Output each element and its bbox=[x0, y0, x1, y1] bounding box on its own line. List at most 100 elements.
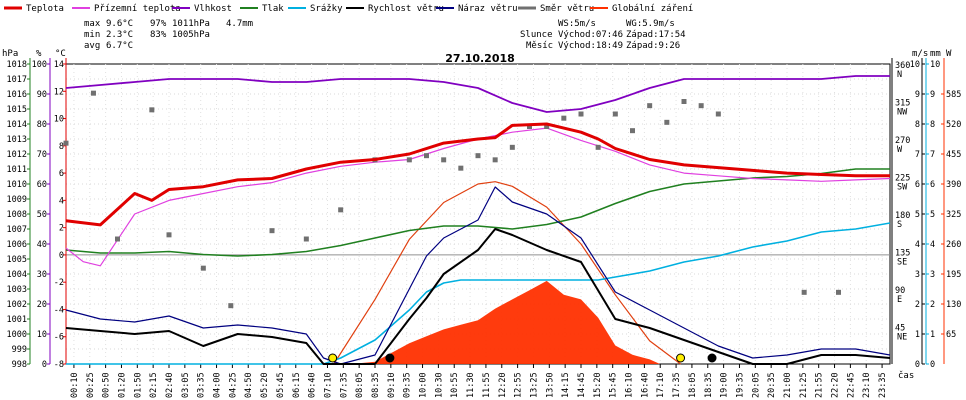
hpa-tick-label: 1016 bbox=[7, 90, 27, 100]
legend-label-tlak: Tlak bbox=[262, 4, 284, 14]
x-tick-label: 06:15 bbox=[292, 372, 302, 398]
dir-compass-label: W bbox=[897, 145, 903, 155]
sunset-marker bbox=[676, 353, 686, 363]
ms-tick-label: 6 bbox=[915, 180, 920, 190]
w-tick-label: 390 bbox=[946, 180, 961, 190]
series-smer-vetru-point bbox=[544, 124, 550, 129]
temp-tick-label: 14 bbox=[54, 60, 64, 70]
stat-min-temp: 2.3°C bbox=[106, 30, 133, 40]
x-tick-label: 05:20 bbox=[260, 372, 270, 398]
temp-tick-label: 2 bbox=[59, 224, 64, 234]
pct-tick-label: 20 bbox=[37, 300, 47, 310]
series-srazky-line bbox=[66, 222, 891, 365]
ms-tick-label: 9 bbox=[915, 90, 920, 100]
series-smer-vetru-point bbox=[561, 115, 567, 121]
dir-tick-label: 270 bbox=[895, 136, 910, 146]
ms-tick-label: 0 bbox=[915, 360, 920, 370]
series-smer-vetru-point bbox=[338, 207, 344, 213]
dir-tick-label: 135 bbox=[895, 249, 910, 259]
hpa-tick-label: 1002 bbox=[7, 300, 27, 310]
x-tick-label: 11:55 bbox=[482, 372, 492, 398]
axis-unit-ms: m/s bbox=[912, 49, 928, 59]
series-globalni-zareni-teoreticke-line bbox=[333, 181, 681, 365]
hpa-tick-label: 1014 bbox=[7, 120, 27, 130]
hpa-tick-label: 1001 bbox=[7, 315, 27, 325]
pct-tick-label: 30 bbox=[37, 270, 47, 280]
hpa-tick-label: 1011 bbox=[7, 165, 27, 175]
chart-title: 27.10.2018 bbox=[445, 52, 515, 65]
x-tick-label: 23:10 bbox=[862, 372, 872, 398]
ms-tick-label: 7 bbox=[915, 150, 920, 160]
stat-max-rain: 4.7mm bbox=[226, 19, 253, 29]
mm-tick-label: 0 bbox=[930, 360, 935, 370]
x-tick-label: 22:20 bbox=[831, 372, 841, 398]
w-tick-label: 520 bbox=[946, 120, 961, 130]
temp-tick-label: 6 bbox=[59, 169, 64, 179]
x-tick-label: 23:35 bbox=[878, 372, 888, 398]
series-smer-vetru-point bbox=[595, 144, 601, 150]
stat-max-temp: 9.6°C bbox=[106, 19, 133, 29]
ms-tick-label: 8 bbox=[915, 120, 920, 130]
legend-label-vlhkost: Vlhkost bbox=[194, 4, 232, 14]
legend-label-globalni-zareni: Globální záření bbox=[612, 4, 693, 14]
mm-tick-label: 1 bbox=[930, 330, 935, 340]
x-tick-label: 19:35 bbox=[735, 372, 745, 398]
ms-tick-label: 4 bbox=[915, 240, 920, 250]
series-smer-vetru-point bbox=[200, 265, 206, 271]
x-tick-label: 11:30 bbox=[466, 372, 476, 398]
x-tick-label: 20:35 bbox=[767, 372, 777, 398]
sunrise-marker bbox=[328, 353, 338, 363]
mm-tick-label: 9 bbox=[930, 90, 935, 100]
hpa-tick-label: 1004 bbox=[7, 270, 27, 280]
hpa-tick-label: 1005 bbox=[7, 255, 27, 265]
series-smer-vetru-point bbox=[63, 140, 69, 146]
axes: 00:10 00:25 00:50 01:20 01:50 02:15 02:40 03:05… bbox=[7, 58, 961, 398]
stat-avg-temp: 6.7°C bbox=[106, 41, 133, 51]
legend-label-smer-vetru: Směr větru bbox=[540, 4, 594, 14]
x-tick-label: 13:25 bbox=[529, 372, 539, 398]
w-tick-label: 195 bbox=[946, 270, 961, 280]
series-smer-vetru-point bbox=[115, 236, 120, 242]
x-axis-label: čas bbox=[898, 370, 914, 381]
x-tick-label: 14:15 bbox=[561, 372, 571, 398]
stat-min-press: 1005hPa bbox=[172, 30, 210, 40]
dir-compass-label: SW bbox=[897, 183, 908, 193]
series-smer-vetru-point bbox=[630, 128, 635, 134]
series-rychlost-vetru-line bbox=[65, 228, 891, 365]
dir-tick-label: 45 bbox=[895, 324, 905, 334]
stat-avg-label: avg bbox=[84, 41, 100, 51]
ms-tick-label: 1 bbox=[915, 330, 920, 340]
hpa-tick-label: 1000 bbox=[7, 330, 27, 340]
axis-unit-hpa: hPa bbox=[2, 49, 18, 59]
series-smer-vetru-point bbox=[681, 99, 687, 104]
legend-label-rychlost-vetru: Rychlost větru bbox=[368, 4, 444, 14]
x-tick-label: 16:10 bbox=[625, 372, 635, 398]
x-tick-label: 00:25 bbox=[86, 372, 96, 398]
mm-tick-label: 2 bbox=[930, 300, 935, 310]
x-tick-label: 01:50 bbox=[133, 372, 143, 398]
x-tick-label: 10:30 bbox=[434, 372, 444, 398]
x-tick-label: 21:55 bbox=[815, 372, 825, 398]
legend: Teplota Přízemní teplota Vlhkost Tlak Sr… bbox=[4, 4, 693, 14]
info-wg: WG:5.9m/s bbox=[626, 19, 675, 29]
series-smer-vetru-point bbox=[836, 289, 841, 295]
stat-max-press: 1011hPa bbox=[172, 19, 210, 29]
x-tick-label: 12:20 bbox=[498, 372, 508, 398]
x-tick-label: 05:45 bbox=[276, 372, 286, 398]
hpa-tick-label: 1012 bbox=[7, 150, 27, 160]
series-naraz-vetru-line bbox=[65, 186, 891, 365]
info-ws: WS:5m/s bbox=[558, 19, 596, 29]
dir-tick-label: 315 bbox=[895, 99, 910, 109]
pct-tick-label: 40 bbox=[37, 240, 47, 250]
series-smer-vetru-point bbox=[578, 111, 584, 117]
x-tick-label: 00:10 bbox=[70, 372, 80, 398]
info-moonset: Západ:9:26 bbox=[626, 41, 680, 51]
x-tick-label: 02:40 bbox=[165, 372, 175, 398]
pct-tick-label: 50 bbox=[37, 210, 47, 220]
moonrise-marker bbox=[707, 353, 717, 363]
x-tick-label: 03:05 bbox=[181, 372, 191, 398]
dir-compass-label: N bbox=[897, 70, 902, 80]
moonset-marker bbox=[385, 353, 395, 363]
mm-tick-label: 3 bbox=[930, 270, 935, 280]
